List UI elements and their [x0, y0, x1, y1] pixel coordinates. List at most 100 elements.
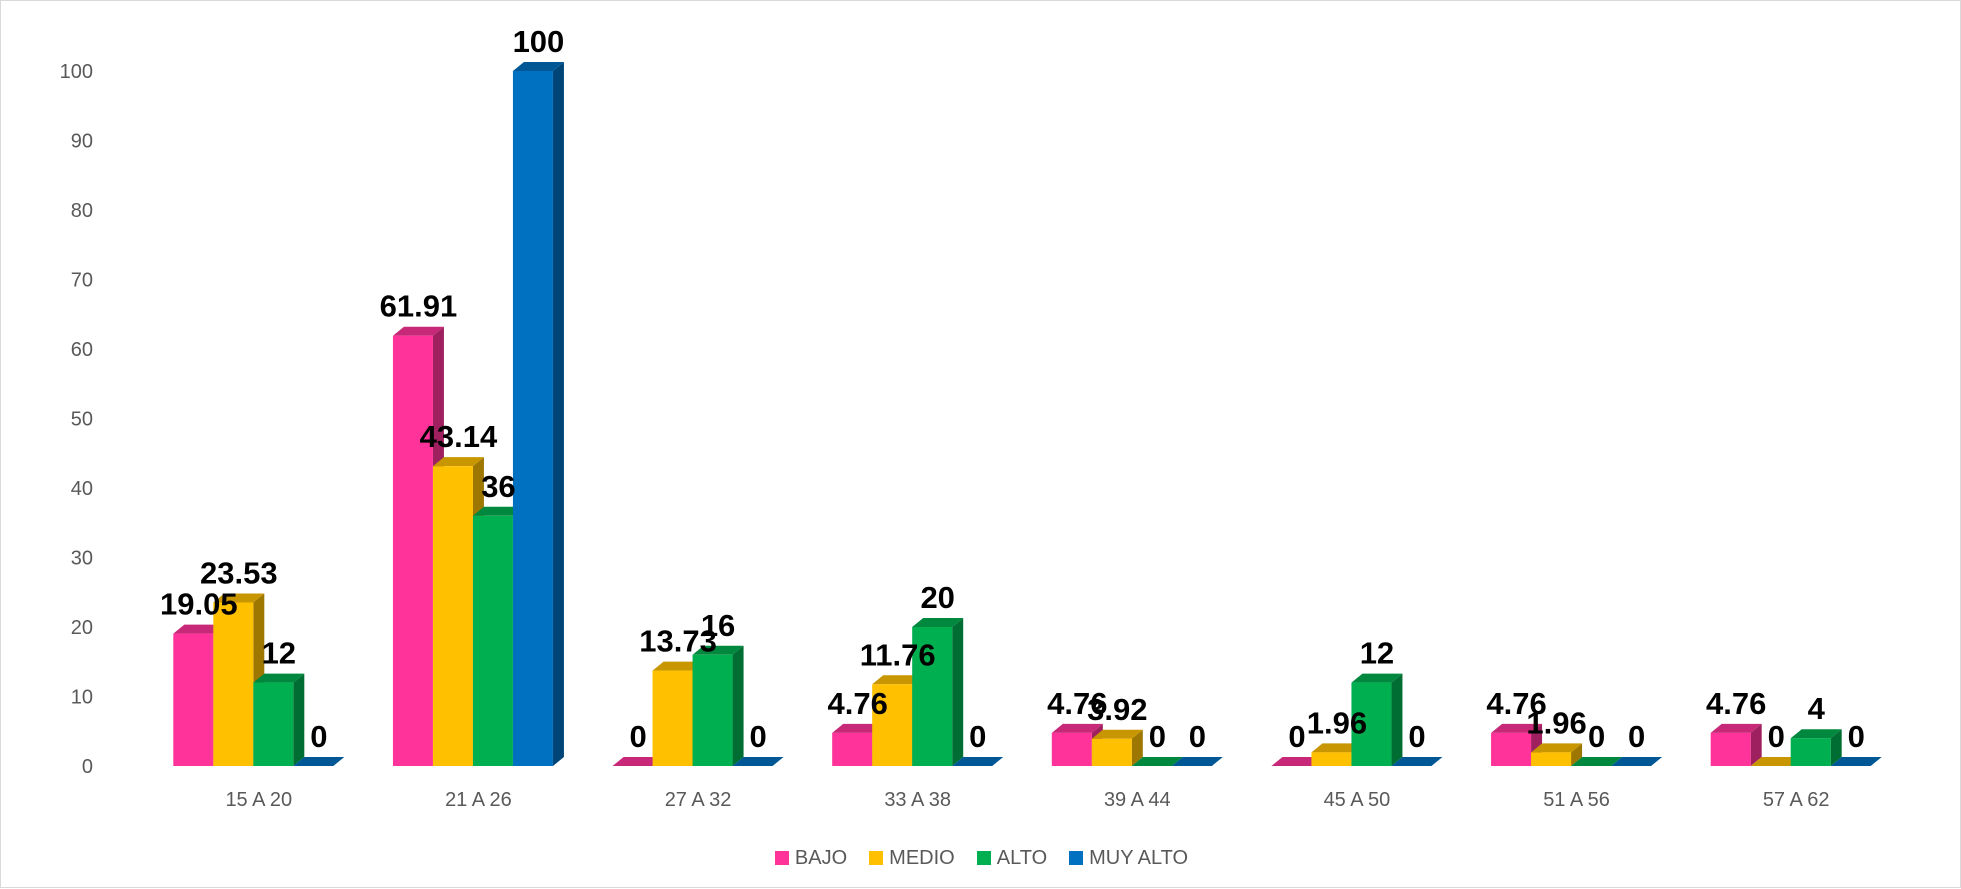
- y-tick-label: 80: [71, 200, 93, 222]
- bar-top: [692, 645, 744, 655]
- data-label: 0: [629, 719, 646, 754]
- data-label: 0: [1189, 719, 1206, 754]
- data-label: 0: [1149, 719, 1166, 754]
- y-tick-label: 0: [82, 756, 93, 778]
- bar-front: [213, 602, 254, 766]
- bar: [1271, 757, 1323, 766]
- bar-top: [253, 673, 305, 683]
- bar-top: [1491, 723, 1543, 733]
- bar-top: [912, 618, 964, 627]
- legend-label: MUY ALTO: [1089, 846, 1189, 869]
- bar: [1491, 723, 1543, 766]
- y-tick-label: 70: [71, 270, 93, 292]
- bar-top: [612, 757, 664, 766]
- bar-front: [652, 670, 693, 766]
- y-tick-label: 100: [60, 61, 93, 83]
- bar-top: [293, 757, 345, 766]
- x-tick-label: 57 A 62: [1763, 789, 1830, 811]
- bar: [1171, 757, 1223, 766]
- bar-top: [1091, 729, 1143, 739]
- data-label: 0: [969, 719, 986, 754]
- bar-side: [732, 645, 744, 766]
- bar-side: [1571, 743, 1583, 766]
- bar-top: [1391, 757, 1443, 766]
- legend-item: BAJO: [774, 846, 848, 870]
- bar-top: [832, 723, 884, 733]
- data-label: 61.91: [380, 289, 458, 324]
- data-label: 4.76: [1486, 686, 1546, 721]
- bar-front: [1531, 752, 1572, 766]
- data-label: 1.96: [1526, 705, 1586, 740]
- bars: [173, 62, 1882, 766]
- bar: [253, 673, 305, 766]
- y-tick-label: 60: [71, 339, 93, 361]
- bar-front: [1351, 682, 1392, 766]
- x-tick-label: 21 A 26: [445, 789, 512, 811]
- data-label: 19.05: [160, 587, 238, 622]
- data-label: 0: [1288, 719, 1305, 754]
- bar: [1750, 757, 1802, 766]
- bar: [1351, 673, 1403, 766]
- data-label: 100: [513, 24, 565, 59]
- bar-top: [213, 593, 265, 603]
- bar-top: [1750, 757, 1802, 766]
- legend-swatch: [1069, 851, 1084, 865]
- bar: [952, 757, 1004, 766]
- data-label: 23.53: [200, 555, 278, 590]
- bar: [1790, 729, 1842, 766]
- legend-item: MUY ALTO: [1069, 847, 1188, 870]
- bar-top: [872, 675, 924, 685]
- bar-side: [1391, 673, 1403, 766]
- data-label: 1.96: [1307, 705, 1367, 740]
- bar-top: [432, 457, 484, 467]
- bar-top: [472, 506, 524, 516]
- bar-top: [1351, 673, 1403, 683]
- data-label: 13.73: [639, 624, 717, 659]
- data-labels: 19.0523.5312061.9143.1436100013.731604.7…: [160, 24, 1865, 754]
- bar-top: [1710, 723, 1762, 733]
- bar-front: [872, 684, 913, 766]
- x-tick-label: 45 A 50: [1324, 789, 1391, 811]
- data-label: 12: [262, 636, 296, 671]
- bar-top: [512, 62, 564, 71]
- bar-front: [1491, 732, 1532, 766]
- data-label: 3.92: [1087, 692, 1147, 727]
- data-label: 0: [310, 719, 327, 754]
- data-label: 12: [1360, 636, 1394, 671]
- bar-front: [472, 515, 513, 766]
- y-tick-label: 90: [71, 131, 93, 153]
- bar-top: [1571, 757, 1623, 766]
- legend-swatch: [869, 851, 884, 865]
- bar-top: [1131, 757, 1183, 766]
- bar-front: [432, 466, 473, 766]
- legend-label: MEDIO: [889, 846, 955, 869]
- bar-front: [1710, 732, 1751, 766]
- data-label: 0: [1588, 719, 1605, 754]
- y-tick-label: 30: [71, 548, 93, 570]
- bar: [1131, 757, 1183, 766]
- legend-label: ALTO: [996, 846, 1048, 869]
- bar-top: [732, 757, 784, 766]
- bar-top: [1830, 757, 1882, 766]
- bar: [293, 757, 345, 766]
- bar-top: [1271, 757, 1323, 766]
- bar-top: [652, 661, 704, 671]
- x-tick-label: 33 A 38: [884, 789, 951, 811]
- bar-side: [1830, 729, 1842, 766]
- legend-label: BAJO: [794, 846, 848, 869]
- data-label: 43.14: [420, 419, 498, 454]
- x-tick-label: 27 A 32: [665, 789, 732, 811]
- x-tick-label: 39 A 44: [1104, 789, 1171, 811]
- data-label: 0: [1628, 719, 1645, 754]
- y-tick-label: 50: [71, 409, 93, 431]
- bar-top: [173, 624, 225, 634]
- bar-top: [1611, 757, 1663, 766]
- bar: [1391, 757, 1443, 766]
- data-label: 4.76: [1706, 686, 1766, 721]
- data-label: 11.76: [860, 637, 936, 672]
- bar-front: [1051, 732, 1092, 766]
- bar-side: [952, 618, 964, 766]
- bar-top: [1531, 743, 1583, 753]
- bar-front: [1311, 752, 1352, 766]
